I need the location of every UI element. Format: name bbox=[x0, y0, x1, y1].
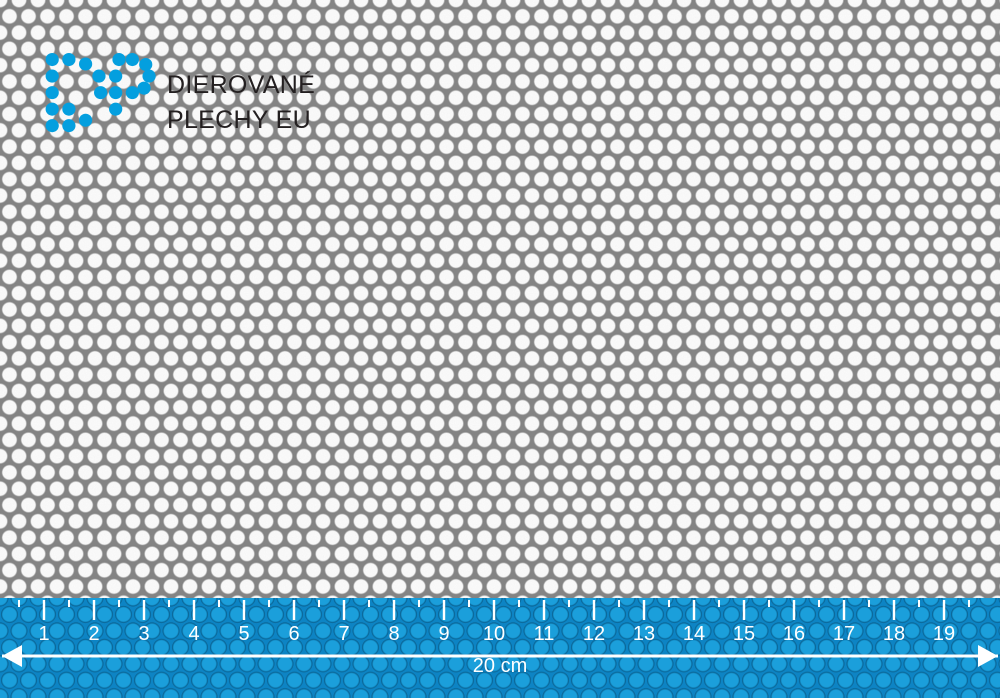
svg-text:13: 13 bbox=[633, 623, 655, 645]
svg-text:16: 16 bbox=[783, 623, 805, 645]
svg-text:8: 8 bbox=[388, 623, 399, 645]
svg-text:20 cm: 20 cm bbox=[473, 655, 527, 677]
svg-text:10: 10 bbox=[483, 623, 505, 645]
svg-text:1: 1 bbox=[38, 623, 49, 645]
svg-text:12: 12 bbox=[583, 623, 605, 645]
svg-text:14: 14 bbox=[683, 623, 705, 645]
svg-text:19: 19 bbox=[933, 623, 955, 645]
svg-text:5: 5 bbox=[238, 623, 249, 645]
svg-text:3: 3 bbox=[138, 623, 149, 645]
svg-text:11: 11 bbox=[534, 623, 555, 645]
svg-text:18: 18 bbox=[883, 623, 905, 645]
svg-text:6: 6 bbox=[288, 623, 299, 645]
svg-text:17: 17 bbox=[833, 623, 855, 645]
svg-text:9: 9 bbox=[438, 623, 449, 645]
svg-text:7: 7 bbox=[338, 623, 349, 645]
svg-text:2: 2 bbox=[88, 623, 99, 645]
svg-text:4: 4 bbox=[188, 623, 199, 645]
svg-text:15: 15 bbox=[733, 623, 755, 645]
